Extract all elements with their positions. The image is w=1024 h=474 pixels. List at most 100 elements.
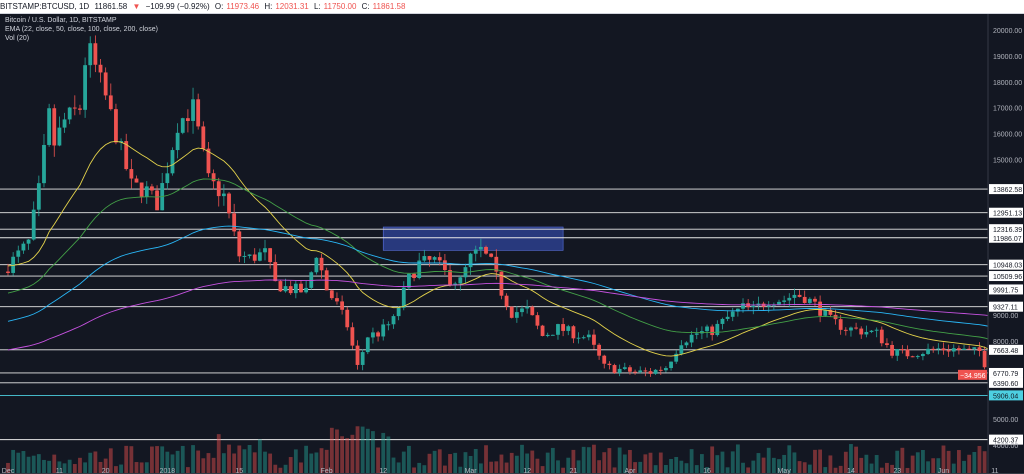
candle <box>257 252 262 261</box>
candle <box>787 297 792 301</box>
volume-bar <box>628 449 632 474</box>
volume-bar <box>206 453 211 474</box>
volume-bar <box>556 460 560 474</box>
volume-bar <box>771 457 776 474</box>
legend-volume[interactable]: Vol (20) <box>5 35 30 42</box>
volume-bar <box>263 451 267 474</box>
last-price: 11861.58 <box>94 2 128 11</box>
volume-bar <box>823 467 828 474</box>
candle <box>42 144 46 184</box>
candle <box>771 304 776 306</box>
volume-bar <box>314 452 319 474</box>
volume-bar <box>782 454 787 474</box>
low-value: 11750.00 <box>323 2 357 11</box>
volume-bar <box>694 465 699 474</box>
candle <box>895 349 900 356</box>
volume-bar <box>335 429 339 474</box>
volume-bar <box>201 458 206 474</box>
volume-bar <box>108 448 113 474</box>
volume-bar <box>268 453 273 474</box>
volume-bar <box>124 445 129 474</box>
volume-bar <box>221 453 226 474</box>
volume-bar <box>417 462 422 474</box>
legend-ema[interactable]: EMA (22, close, 50, close, 100, close, 2… <box>5 26 158 33</box>
candle <box>273 262 278 282</box>
candle <box>335 298 339 302</box>
x-tick-label: 21 <box>570 468 578 474</box>
volume-bar <box>78 457 82 474</box>
volume-bar <box>571 449 576 474</box>
x-tick-label: Mar <box>465 468 478 474</box>
volume-bar <box>586 447 591 474</box>
volume-bar <box>42 459 46 474</box>
candle <box>407 273 411 288</box>
x-tick-label: Feb <box>321 468 333 474</box>
level-label-box <box>989 232 1023 243</box>
volume-bar <box>890 464 894 474</box>
volume-bar <box>216 434 221 474</box>
candle <box>977 347 982 352</box>
candle <box>201 126 206 149</box>
volume-bar <box>83 462 87 474</box>
candle <box>139 182 144 197</box>
y-tick-label: 17000.00 <box>993 106 1022 113</box>
candle <box>710 326 715 336</box>
y-tick-label: 4000.00 <box>993 443 1018 450</box>
level-label-box <box>989 301 1023 312</box>
volume-bar <box>437 449 442 474</box>
volume-bar <box>21 451 26 474</box>
volume-bar <box>885 462 889 474</box>
x-tick-label: 12 <box>523 468 531 474</box>
volume-bar <box>293 449 298 474</box>
volume-bar <box>365 428 370 474</box>
candle <box>592 334 596 345</box>
candle <box>741 303 745 309</box>
candle <box>186 118 190 121</box>
level-label-box <box>989 184 1023 195</box>
candle <box>124 141 129 170</box>
volume-bar <box>345 438 350 474</box>
volume-bar <box>473 449 478 474</box>
volume-bar <box>535 458 540 474</box>
candle <box>448 270 452 286</box>
level-label: 4200.37 <box>993 438 1018 445</box>
candle <box>468 253 473 268</box>
price-chart[interactable]: 13862.58 12951.13 12316.39 11986.07 10948.03… <box>0 14 1024 474</box>
candle <box>376 332 380 337</box>
volume-bar <box>679 460 684 474</box>
x-tick-label: 11 <box>991 468 998 474</box>
volume-bar <box>664 464 668 474</box>
volume-bar <box>787 445 792 474</box>
volume-bar <box>155 446 159 474</box>
volume-bar <box>520 444 524 474</box>
level-label-box <box>989 377 1023 388</box>
candle <box>247 254 252 256</box>
volume-bar <box>391 457 396 474</box>
volume-bar <box>72 464 77 474</box>
candle <box>83 65 87 110</box>
volume-bar <box>371 431 375 474</box>
candle <box>705 326 709 332</box>
candle <box>293 283 298 294</box>
candle <box>31 209 36 240</box>
candle <box>957 348 961 350</box>
symbol-name[interactable]: BITSTAMP:BTCUSD, 1D <box>0 2 90 11</box>
level-label-box <box>989 207 1023 218</box>
volume-bar <box>746 467 751 474</box>
candle <box>108 95 113 110</box>
candle <box>766 305 771 307</box>
volume-bar <box>453 452 458 474</box>
candle <box>299 283 303 293</box>
volume-bar <box>957 450 961 474</box>
x-tick-label: 11 <box>56 468 63 474</box>
volume-bar <box>114 466 118 474</box>
candle <box>535 315 540 326</box>
price-change: −109.99 (−0.92%) <box>145 2 210 11</box>
candle <box>807 298 812 303</box>
volume-bar <box>509 452 514 474</box>
volume-bar <box>684 463 689 474</box>
ema-200-line <box>7 279 1001 351</box>
candle <box>175 132 180 151</box>
candle <box>381 324 386 337</box>
candle <box>155 190 159 211</box>
